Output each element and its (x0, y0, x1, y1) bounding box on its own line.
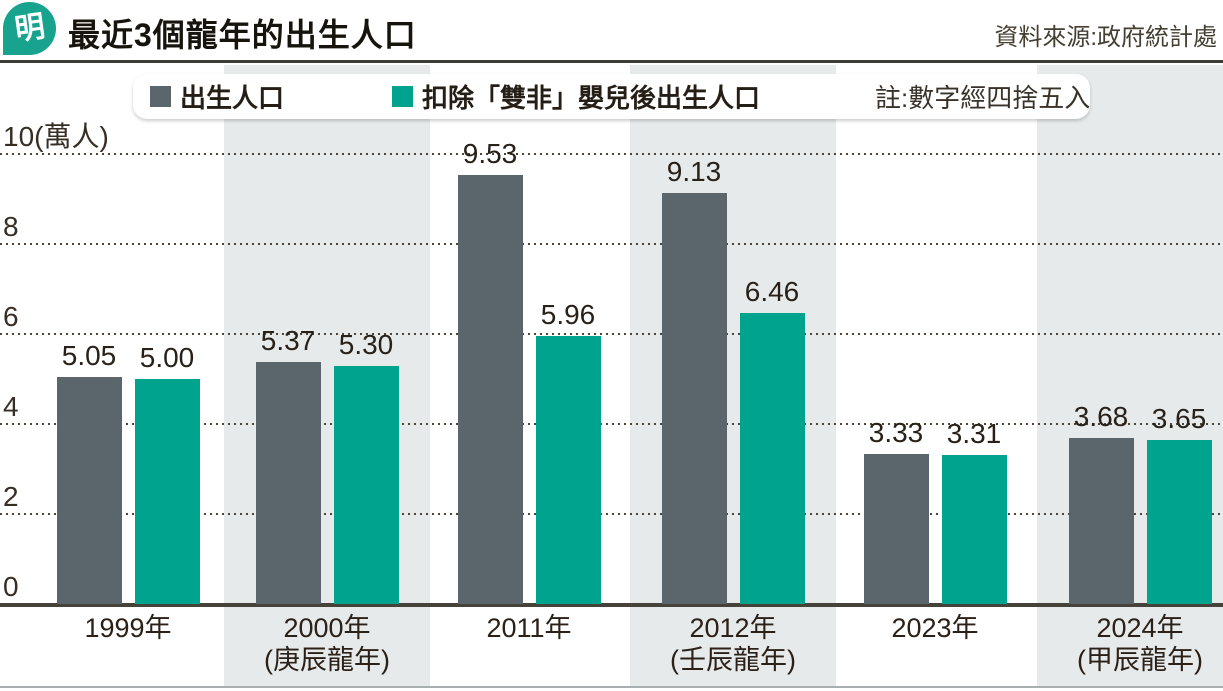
bar-value-label: 5.96 (540, 298, 596, 330)
bar-value-label: 6.46 (744, 276, 800, 308)
gridline (0, 423, 1223, 425)
legend-label: 出生人口 (180, 83, 285, 113)
x-axis-label: 2023年 (820, 612, 1050, 644)
bar-value-label: 5.30 (338, 328, 394, 360)
gridline (0, 243, 1223, 245)
bar-value-label: 9.53 (462, 138, 518, 170)
bar-total-births (863, 454, 929, 604)
x-axis-year: 2011年 (486, 613, 572, 643)
bar-total-births (255, 362, 321, 604)
y-axis-tick-label: 2 (3, 481, 19, 512)
legend-swatch-teal (392, 86, 414, 107)
y-axis-tick-label: 4 (3, 391, 19, 422)
bar-births-excluding-doubly-non (1146, 439, 1212, 604)
bar-births-excluding-doubly-non (535, 335, 601, 604)
bar-value-label: 3.65 (1151, 402, 1207, 434)
x-axis-label: 2024年 (甲辰龍年) (1025, 612, 1223, 676)
legend-item-births-excluding-doubly-non: 扣除「雙非」嬰兒後出生人口 (392, 78, 760, 115)
y-axis-tick-label: 10(萬人) (3, 121, 109, 152)
bar-total-births (56, 376, 122, 604)
legend-label: 扣除「雙非」嬰兒後出生人口 (422, 83, 761, 113)
bar-births-excluding-doubly-non (739, 313, 805, 604)
bottom-divider (0, 686, 1223, 688)
y-axis-tick-label: 8 (3, 211, 19, 242)
legend-swatch-gray (150, 86, 171, 107)
bar-value-label: 3.33 (868, 417, 924, 449)
x-axis-dragon-year-name: (甲辰龍年) (1077, 645, 1203, 675)
x-axis-label: 2012年 (壬辰龍年) (618, 612, 848, 676)
gridline (0, 153, 1223, 155)
x-axis-dragon-year-name: (壬辰龍年) (670, 645, 796, 675)
header-divider (0, 60, 1223, 63)
mingpao-logo: 明 (3, 2, 56, 55)
legend-item-total-births: 出生人口 (150, 78, 284, 115)
x-axis-label: 2000年 (庚辰龍年) (212, 612, 442, 676)
x-axis-year: 1999年 (84, 613, 172, 643)
x-axis-year: 2023年 (891, 613, 979, 643)
data-source-label: 資料來源:政府統計處 (994, 24, 1217, 51)
y-axis-tick-label: 6 (3, 301, 19, 332)
bar-value-label: 9.13 (666, 156, 722, 188)
rounding-note: 註:數字經四捨五入 (875, 83, 1091, 113)
bar-value-label: 5.05 (61, 339, 117, 371)
bar-total-births (661, 193, 727, 604)
bar-births-excluding-doubly-non (941, 455, 1007, 604)
x-axis-line (0, 603, 1223, 607)
x-axis-year: 2024年 (1096, 613, 1184, 643)
bar-births-excluding-doubly-non (134, 379, 200, 604)
bar-value-label: 5.37 (260, 325, 316, 357)
bar-value-label: 5.00 (139, 342, 195, 373)
gridline (0, 513, 1223, 515)
x-axis-dragon-year-name: (庚辰龍年) (264, 645, 390, 675)
legend: 出生人口 扣除「雙非」嬰兒後出生人口 註:數字經四捨五入 (133, 74, 1090, 119)
bar-births-excluding-doubly-non (333, 365, 399, 604)
y-axis-tick-label: 0 (3, 571, 19, 602)
bar-total-births (457, 175, 523, 604)
x-axis-year: 2012年 (689, 613, 777, 643)
bar-value-label: 3.68 (1073, 401, 1129, 433)
x-axis-label: 1999年 (13, 612, 243, 644)
x-axis-label: 2011年 (414, 612, 644, 644)
x-axis-year: 2000年 (283, 613, 371, 643)
page-title: 最近3個龍年的出生人口 (68, 17, 417, 53)
gridline (0, 333, 1223, 335)
bar-total-births (1068, 438, 1134, 604)
bar-value-label: 3.31 (946, 418, 1002, 450)
